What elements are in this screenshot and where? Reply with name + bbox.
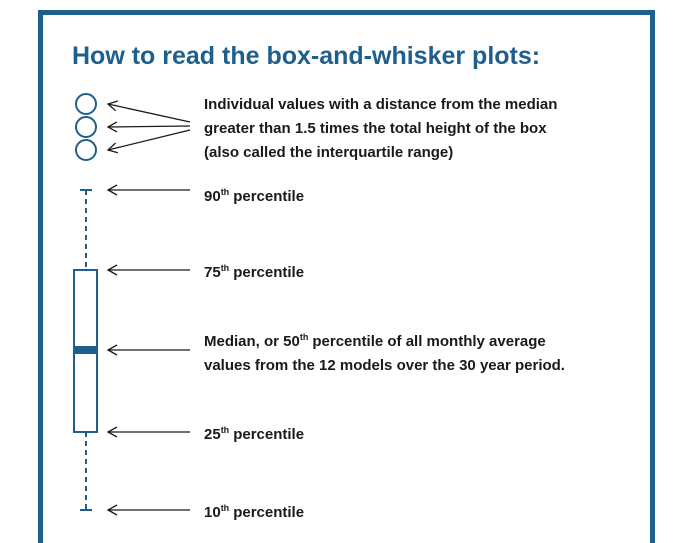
- suffix: th: [221, 187, 230, 197]
- prefix: Median, or 50: [204, 333, 300, 350]
- outlier-circles: [75, 93, 97, 161]
- label-10: 10th percentile: [204, 503, 304, 521]
- box-plot: [73, 189, 98, 511]
- suffix: th: [221, 425, 230, 435]
- label-75: 75th percentile: [204, 263, 304, 281]
- label-median-2: values from the 12 models over the 30 ye…: [204, 357, 565, 374]
- label-median: Median, or 50th percentile of all monthly…: [204, 332, 546, 350]
- outlier-text: (also called the interquartile range): [204, 144, 453, 161]
- suffix: th: [221, 263, 230, 273]
- text: percentile: [233, 264, 304, 281]
- title: How to read the box-and-whisker plots:: [72, 42, 540, 70]
- outlier-text: Individual values with a distance from t…: [204, 96, 557, 113]
- label-90: 90th percentile: [204, 187, 304, 205]
- outlier-text: greater than 1.5 times the total height …: [204, 120, 547, 137]
- number: 10: [204, 504, 221, 521]
- label-25: 25th percentile: [204, 425, 304, 443]
- number: 90: [204, 188, 221, 205]
- suffix: th: [300, 332, 309, 342]
- number: 25: [204, 426, 221, 443]
- text: percentile: [233, 426, 304, 443]
- number: 75: [204, 264, 221, 281]
- frame: [38, 10, 655, 543]
- arrows: [106, 100, 191, 516]
- suffix: th: [221, 503, 230, 513]
- text: percentile: [233, 188, 304, 205]
- rest: percentile of all monthly average: [312, 333, 545, 350]
- text: percentile: [233, 504, 304, 521]
